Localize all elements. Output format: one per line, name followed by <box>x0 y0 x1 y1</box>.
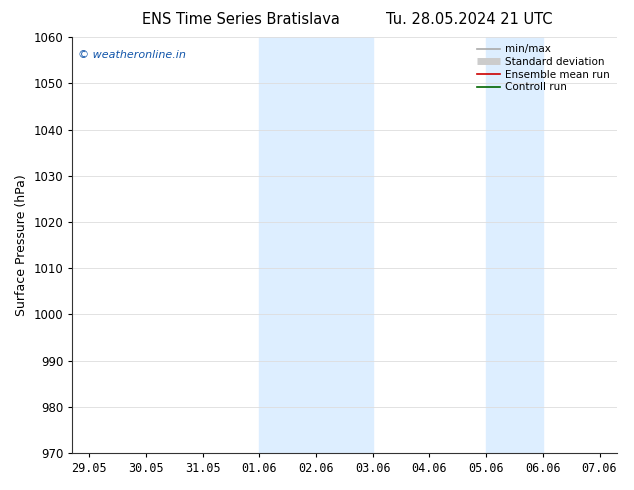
Text: © weatheronline.in: © weatheronline.in <box>78 49 186 60</box>
Y-axis label: Surface Pressure (hPa): Surface Pressure (hPa) <box>15 174 28 316</box>
Bar <box>486 37 543 453</box>
Legend: min/max, Standard deviation, Ensemble mean run, Controll run: min/max, Standard deviation, Ensemble me… <box>473 40 614 97</box>
Text: ENS Time Series Bratislava: ENS Time Series Bratislava <box>142 12 340 27</box>
Text: Tu. 28.05.2024 21 UTC: Tu. 28.05.2024 21 UTC <box>386 12 552 27</box>
Bar <box>259 37 373 453</box>
